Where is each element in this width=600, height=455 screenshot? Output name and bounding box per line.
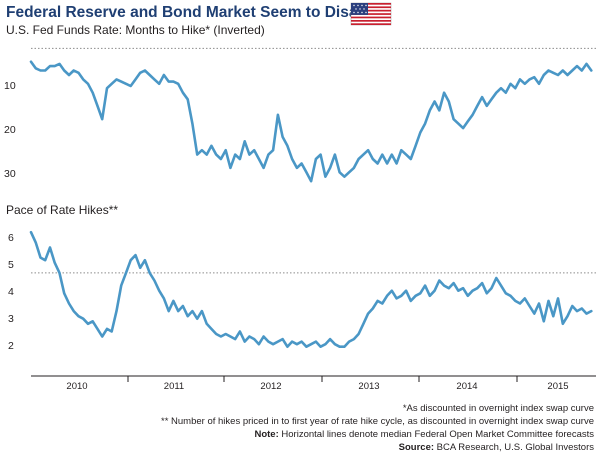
footnote-source: Source: BCA Research, U.S. Global Invest… — [399, 442, 595, 453]
x-tick-label: 2015 — [547, 381, 568, 392]
x-tick-label: 2011 — [164, 381, 184, 392]
footnote-2: ** Number of hikes priced in to first ye… — [161, 416, 594, 427]
x-tick-label: 2013 — [358, 381, 379, 392]
panel2-ytick-label: 6 — [8, 232, 14, 244]
panel1-title: U.S. Fed Funds Rate: Months to Hike* (In… — [6, 23, 265, 37]
panel2-plot: 2 3 4 5 6 — [8, 230, 596, 352]
note-label: Note: — [254, 429, 278, 440]
panel2-y-axis: 2 3 4 5 6 — [8, 232, 14, 352]
note-text: Horizontal lines denote median Federal O… — [279, 429, 594, 440]
x-tick-label: 2010 — [66, 381, 87, 392]
panel1-ytick-label: 10 — [4, 80, 16, 92]
panel1-y-axis: 10 20 30 — [4, 80, 16, 180]
panel1-ytick-label: 20 — [4, 124, 16, 136]
x-axis: 2010 2011 2012 2013 2014 2015 — [31, 375, 596, 392]
panel2-ytick-label: 3 — [8, 313, 14, 325]
footnote-note: Note: Horizontal lines denote median Fed… — [254, 429, 594, 440]
source-label: Source: — [399, 442, 434, 453]
panel1-ytick-label: 30 — [4, 168, 16, 180]
chart-title: Federal Reserve and Bond Market Seem to … — [6, 4, 391, 21]
footnote-1: *As discounted in overnight index swap c… — [403, 403, 594, 414]
panel1-plot: 10 20 30 — [4, 47, 596, 183]
x-tick-label: 2014 — [456, 381, 477, 392]
panel2-title: Pace of Rate Hikes** — [6, 203, 118, 217]
panel2-ytick-label: 4 — [8, 286, 14, 298]
panel1-series-line — [29, 60, 593, 183]
panel2-ytick-label: 2 — [8, 340, 14, 352]
x-tick-label: 2012 — [260, 381, 281, 392]
panel2-series-line — [29, 230, 593, 348]
us-flag-icon — [350, 2, 392, 26]
panel2-ytick-label: 5 — [8, 259, 14, 271]
footnotes: *As discounted in overnight index swap c… — [161, 403, 594, 453]
source-text: BCA Research, U.S. Global Investors — [434, 442, 594, 453]
